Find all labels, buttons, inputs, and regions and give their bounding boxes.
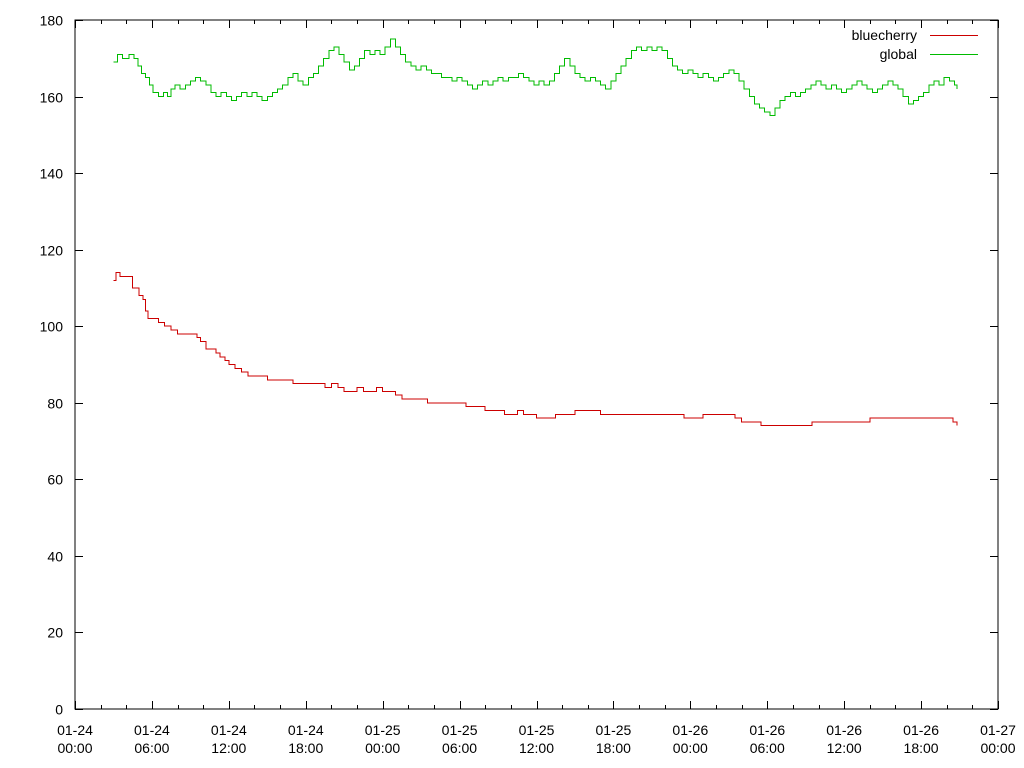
x-tick-label-date: 01-25	[519, 722, 555, 738]
x-tick-label-date: 01-25	[596, 722, 632, 738]
y-tick-label: 40	[47, 549, 63, 565]
plot-border	[74, 19, 999, 710]
x-tick-label-date: 01-24	[57, 722, 93, 738]
x-tick-label-time: 18:00	[596, 740, 631, 756]
y-axis: 0 20 40 60 80 100 120 140 160 180	[40, 13, 998, 718]
y-tick-label: 100	[40, 319, 64, 335]
x-tick-label-time: 12:00	[827, 740, 862, 756]
x-axis: 01-24 00:00 01-24 06:00 01-24 12:00 01-24 18:00…	[57, 20, 1016, 756]
y-tick-label: 160	[40, 90, 64, 106]
legend: bluecherry global	[852, 27, 978, 62]
x-tick-label-date: 01-26	[749, 722, 785, 738]
x-tick-label-time: 12:00	[211, 740, 246, 756]
x-tick-label-time: 18:00	[904, 740, 939, 756]
y-tick-label: 140	[40, 166, 64, 182]
x-tick-label-date: 01-24	[211, 722, 247, 738]
series-group	[113, 38, 958, 427]
x-tick-label-time: 06:00	[750, 740, 785, 756]
y-tick-label: 60	[47, 472, 63, 488]
x-tick-label-time: 18:00	[288, 740, 323, 756]
legend-label-global: global	[880, 46, 917, 62]
x-tick-label-date: 01-26	[903, 722, 939, 738]
x-tick-label-date: 01-25	[365, 722, 401, 738]
plot-area	[74, 19, 999, 710]
y-tick-label: 20	[47, 625, 63, 641]
x-tick-label-date: 01-24	[134, 722, 170, 738]
x-tick-label-date: 01-26	[826, 722, 862, 738]
y-tick-label: 180	[40, 13, 64, 29]
x-tick-label-time: 00:00	[57, 740, 92, 756]
x-tick-label-time: 12:00	[519, 740, 554, 756]
series-line-global	[113, 38, 958, 117]
x-tick-label-time: 00:00	[980, 740, 1015, 756]
x-tick-label-time: 00:00	[365, 740, 400, 756]
y-tick-label: 80	[47, 396, 63, 412]
legend-label-bluecherry: bluecherry	[852, 27, 917, 43]
x-tick-label-time: 00:00	[673, 740, 708, 756]
x-tick-label-time: 06:00	[134, 740, 169, 756]
series-line-bluecherry	[113, 272, 958, 427]
x-tick-label-date: 01-27	[980, 722, 1016, 738]
x-tick-label-date: 01-26	[672, 722, 708, 738]
y-tick-label: 0	[55, 702, 63, 718]
x-tick-label-time: 06:00	[442, 740, 477, 756]
x-tick-label-date: 01-25	[442, 722, 478, 738]
y-tick-label: 120	[40, 243, 64, 259]
x-tick-label-date: 01-24	[288, 722, 324, 738]
